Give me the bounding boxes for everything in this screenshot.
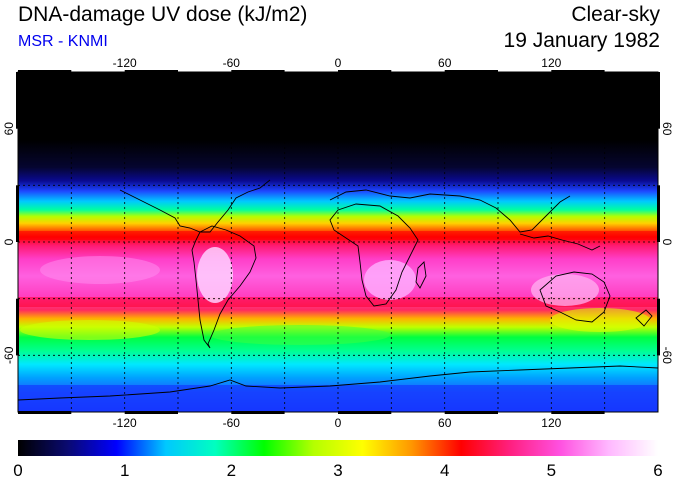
high-dose-southern-africa [364,260,416,300]
frame-top-seg-3 [231,70,285,73]
colorbar-label: 5 [547,461,556,480]
southern-ocean-yellow-patch-east [550,308,650,332]
lat-labels-left: 60 0 -60 [2,122,16,364]
coastline-north-america [119,179,271,233]
high-dose-south-america [197,247,233,303]
equatorial-band [18,231,658,240]
lon-label-top: -120 [113,56,137,70]
lat-label-left: 60 [2,122,16,136]
coastline-antarctica [18,365,658,401]
map-panel: -120 -60 0 60 120 -120 -60 0 60 120 60 0… [2,56,674,430]
colorbar: 0 1 2 3 4 5 6 [13,440,663,480]
lat-label-left: 0 [2,238,16,245]
frame-left-seg-2 [16,185,19,242]
colorbar-labels: 0 1 2 3 4 5 6 [13,461,662,480]
coastline-madagascar [415,261,427,289]
lon-label-top: -60 [223,56,241,70]
coastline-maritime-continent [519,233,601,251]
colorbar-ramp [18,440,658,456]
lat-label-right: -60 [660,347,674,365]
colorbar-label: 3 [333,461,342,480]
lat-label-right: 60 [660,122,674,136]
frame-bottom-seg-1 [18,411,72,414]
map-date: 19 January 1982 [503,29,660,52]
southern-ocean-yellow-patch [20,320,160,340]
frame-top-seg-5 [444,70,498,73]
colorbar-label: 2 [227,461,236,480]
frame-right-seg-3 [657,298,660,356]
colorbar-label: 6 [653,461,662,480]
frame-border-segments [16,70,660,414]
map-source: MSR - KNMI [18,33,108,50]
frame-left-seg-3 [16,298,19,356]
lon-label-top: 60 [438,56,452,70]
lon-label-bottom: -60 [223,416,241,430]
frame-top-seg-2 [124,70,178,73]
colorbar-label: 0 [13,461,22,480]
lat-label-left: -60 [2,346,16,364]
sky-condition: Clear-sky [571,3,660,26]
colorbar-label: 1 [120,461,129,480]
frame-top-seg-1 [18,70,72,73]
high-dose-central-pacific [40,256,160,284]
frame-left-seg-1 [16,72,19,129]
colorbar-label: 4 [440,461,449,480]
frame-bottom-seg-2 [124,411,178,414]
coastline-africa [329,203,419,307]
frame-bottom-seg-5 [444,411,498,414]
coastline-europe-asia [329,189,571,233]
frame-right-seg-2 [657,185,660,242]
high-dose-australia [531,274,599,306]
lon-label-bottom: 0 [335,416,342,430]
lon-label-bottom: 60 [438,416,452,430]
lon-labels-bottom: -120 -60 0 60 120 [113,416,562,430]
lon-label-top: 120 [541,56,561,70]
frame-right-seg-1 [657,72,660,129]
southern-ocean-green-patch [210,325,390,345]
frame-bottom-seg-3 [231,411,285,414]
coastline-new-zealand [635,309,653,327]
frame-bottom-seg-4 [338,411,392,414]
coastline-australia [539,271,611,323]
lon-label-top: 0 [335,56,342,70]
frame-top-seg-6 [551,70,605,73]
map-title: DNA-damage UV dose (kJ/m2) [18,3,308,26]
lat-label-right: 0 [660,239,674,246]
frame-top-seg-4 [338,70,392,73]
graticule [18,72,658,412]
frame-bottom-seg-6 [551,411,605,414]
lon-labels-top: -120 -60 0 60 120 [113,56,562,70]
lon-label-bottom: 120 [541,416,561,430]
lon-label-bottom: -120 [113,416,137,430]
coastlines [18,179,658,401]
lat-labels-right: 60 0 -60 [660,122,674,364]
coastline-south-america [191,225,257,349]
